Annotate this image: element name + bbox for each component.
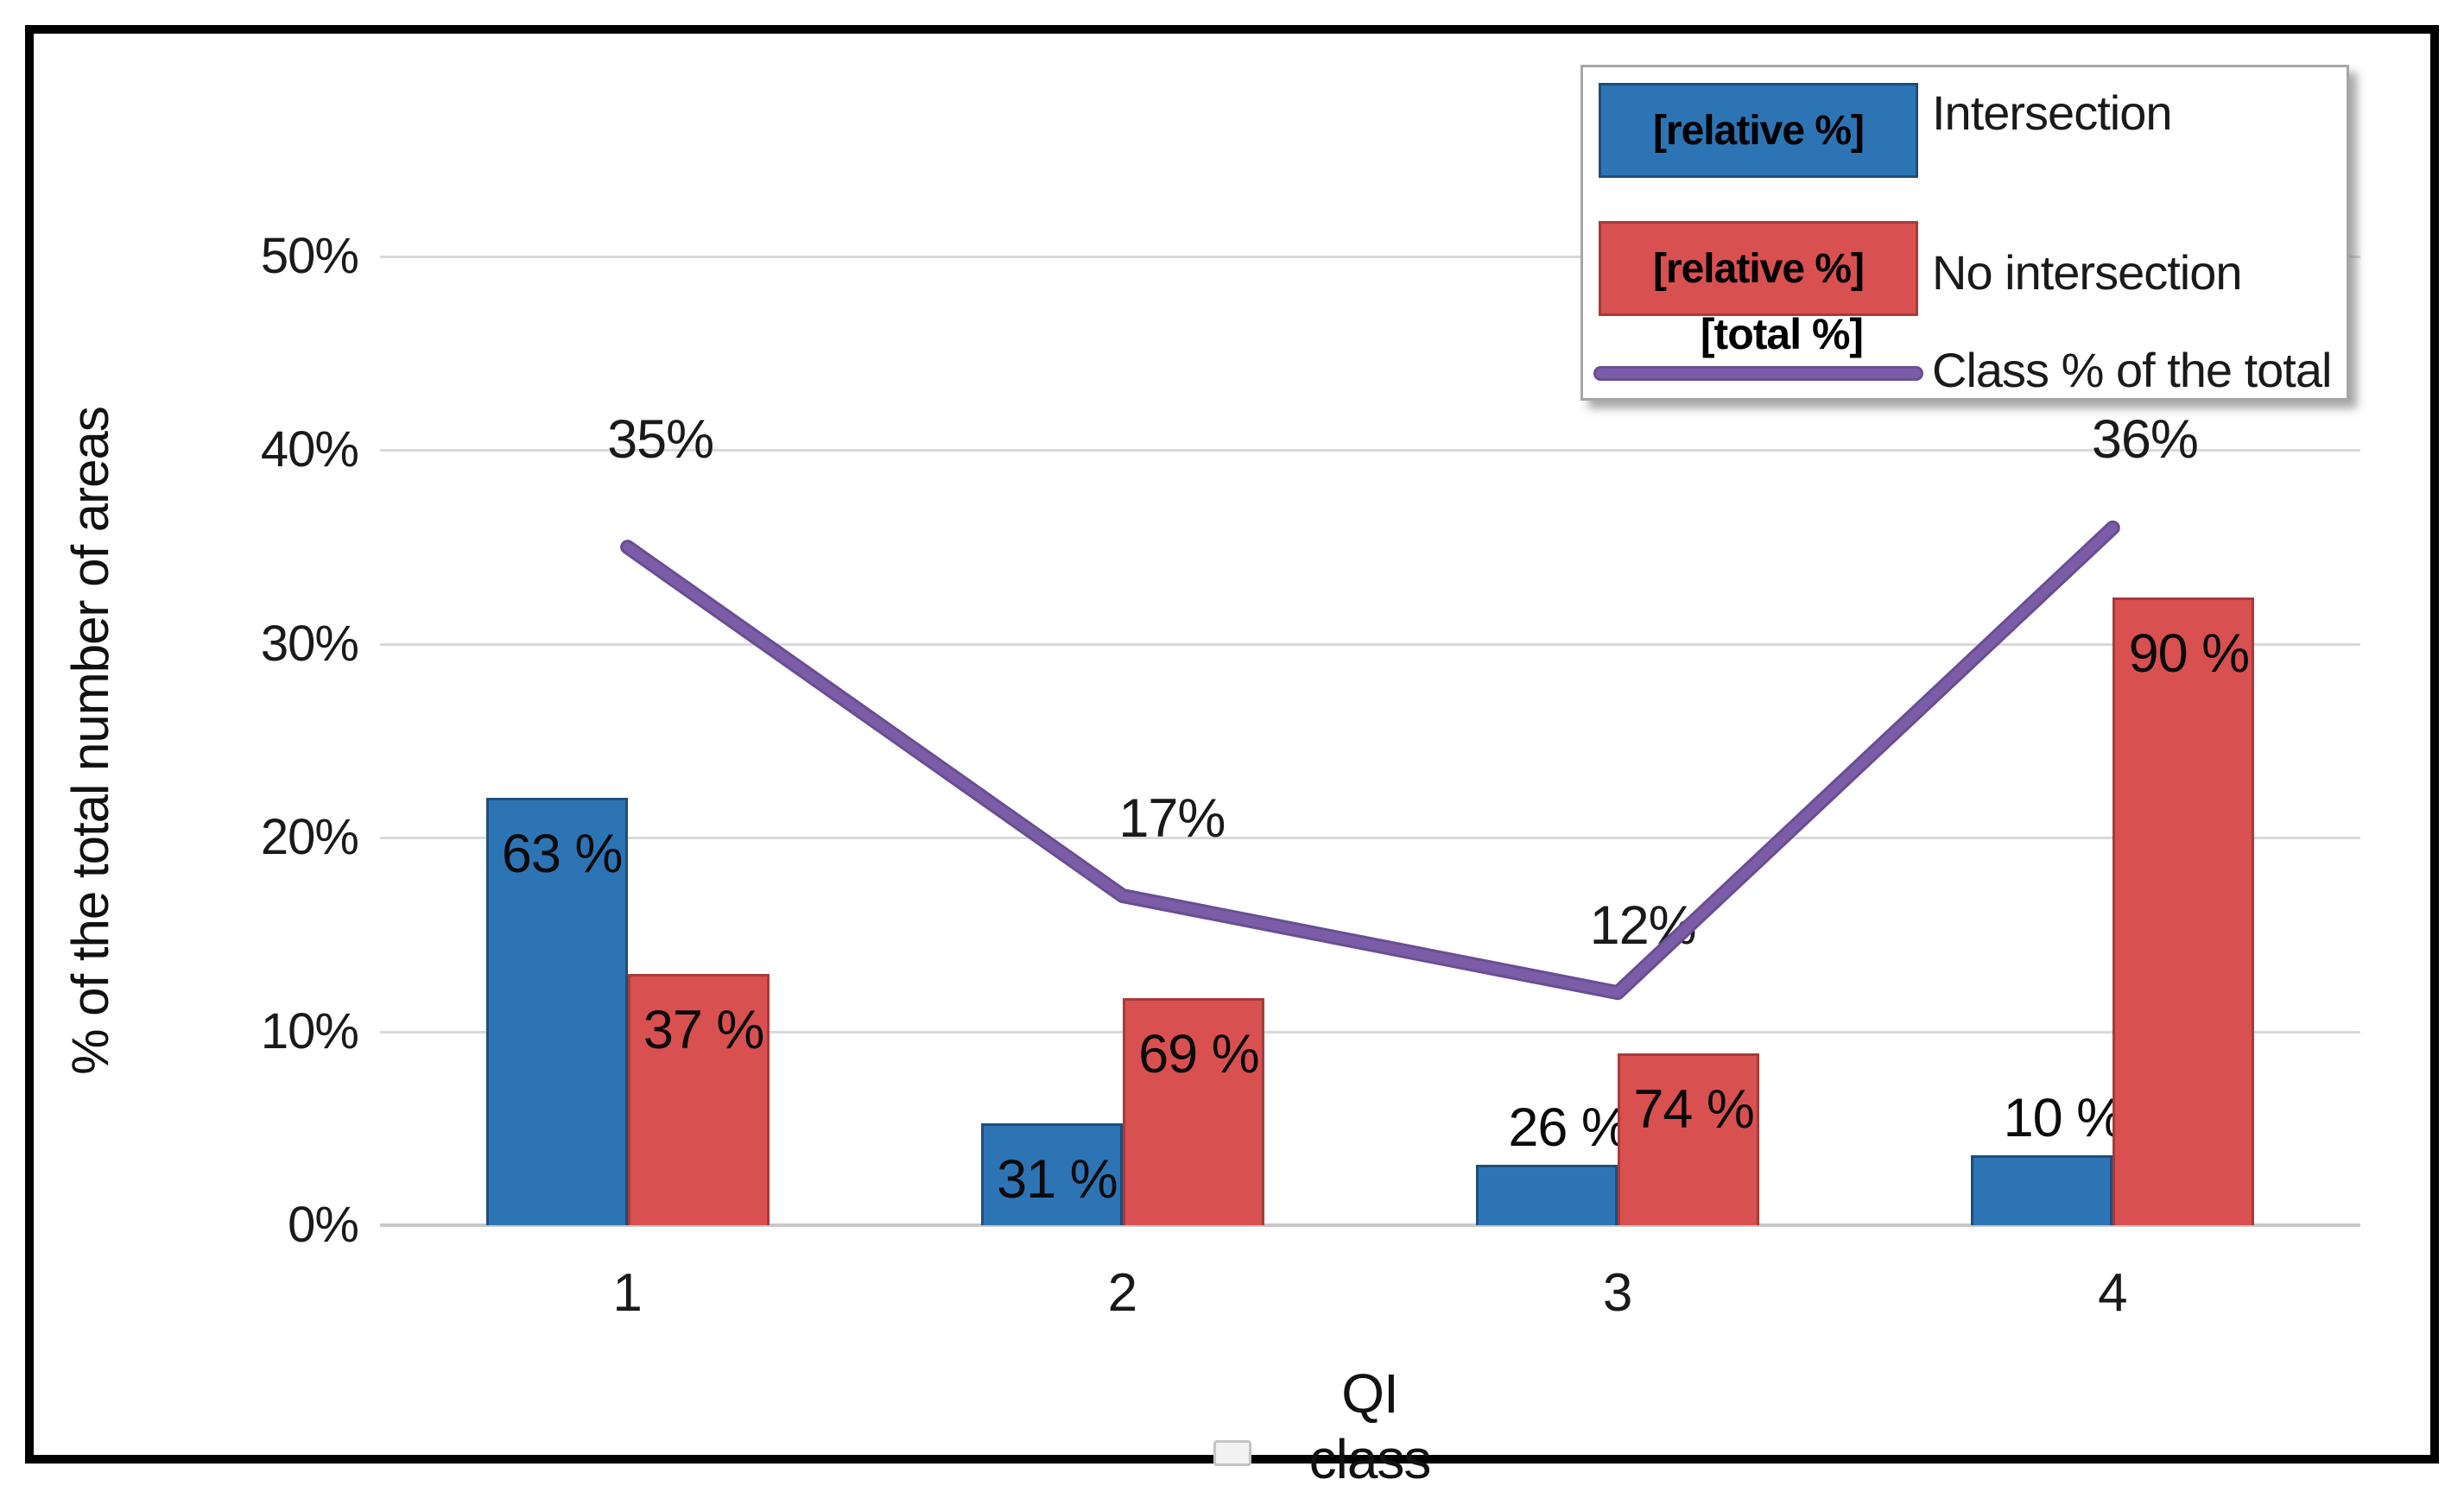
x-tick-label: 4 — [2098, 1263, 2128, 1323]
x-axis-title: QI class — [1308, 1362, 1432, 1490]
bar-intersection — [485, 798, 628, 1225]
line-data-label: 12% — [1589, 895, 1697, 956]
y-tick-label: 50% — [260, 228, 359, 284]
line-data-label: 17% — [1118, 787, 1226, 849]
x-axis-line — [380, 1223, 2360, 1227]
legend-label-class-total: Class % of the total — [1932, 343, 2332, 397]
legend-total-pct-label: [total %] — [1700, 310, 1864, 358]
bar-data-label: 10 % — [2003, 1088, 2125, 1149]
x-tick-label: 2 — [1107, 1263, 1138, 1323]
legend-swatch-no-intersection: [relative %] — [1599, 221, 1918, 316]
legend-swatch-label: [relative %] — [1652, 245, 1865, 292]
y-axis-title: % of the total number of areas — [61, 407, 119, 1075]
legend-box: [relative %] Intersection [relative %] N… — [1580, 65, 2349, 401]
bar-no-intersection — [627, 974, 770, 1225]
bar-no-intersection — [1618, 1053, 1760, 1225]
y-gridline — [380, 449, 2360, 452]
bar-data-label: 31 % — [997, 1148, 1118, 1210]
bar-no-intersection — [2112, 597, 2255, 1225]
legend-swatch-label: [relative %] — [1652, 107, 1865, 154]
legend-label-intersection: Intersection — [1932, 85, 2172, 140]
line-data-label: 35% — [607, 408, 714, 470]
legend-line-swatch — [1593, 366, 1923, 381]
x-tick-label: 1 — [612, 1263, 643, 1323]
bar-data-label: 90 % — [2128, 623, 2251, 684]
bar-intersection — [980, 1122, 1123, 1225]
y-tick-label: 20% — [260, 809, 359, 866]
bar-data-label: 74 % — [1633, 1078, 1755, 1140]
bar-data-label: 63 % — [501, 824, 624, 885]
resize-handle-artifact — [1213, 1440, 1251, 1466]
y-tick-label: 30% — [260, 615, 359, 672]
bar-data-label: 69 % — [1138, 1023, 1260, 1084]
bar-intersection — [1971, 1155, 2113, 1225]
y-tick-label: 40% — [260, 421, 359, 478]
bar-no-intersection — [1122, 997, 1264, 1225]
y-gridline — [380, 1030, 2360, 1034]
line-data-label: 36% — [2091, 409, 2199, 471]
legend-swatch-intersection: [relative %] — [1599, 83, 1918, 178]
bar-data-label: 37 % — [643, 1000, 765, 1061]
y-gridline — [380, 256, 2360, 258]
y-tick-label: 10% — [260, 1002, 359, 1059]
y-tick-label: 0% — [288, 1197, 359, 1253]
bar-data-label: 26 % — [1508, 1097, 1630, 1158]
x-tick-label: 3 — [1602, 1263, 1633, 1323]
legend-label-no-intersection: No intersection — [1932, 245, 2243, 300]
bar-intersection — [1476, 1164, 1618, 1225]
